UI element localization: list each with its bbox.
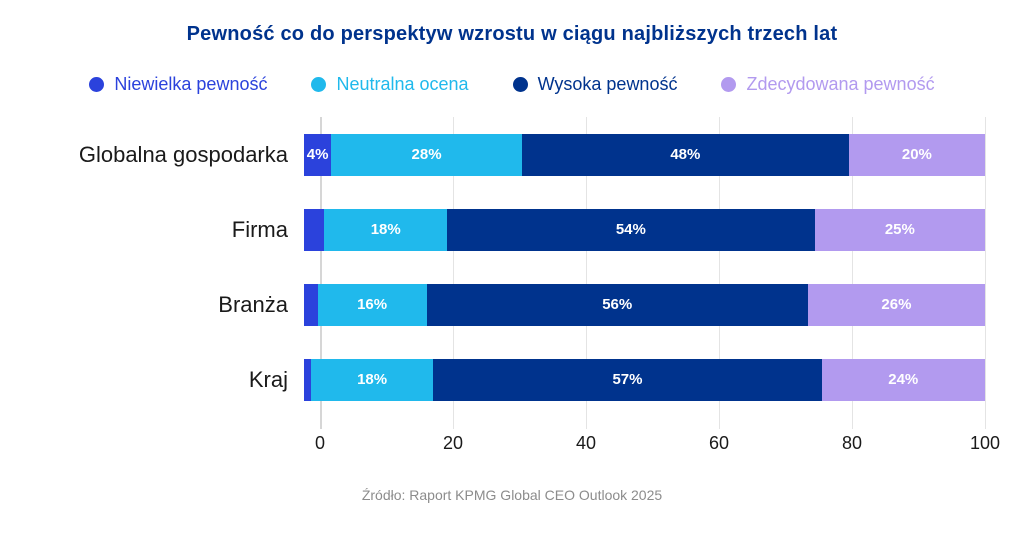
bar-row: Branża 16% 56% 26% [0,267,1024,342]
gridline [453,117,454,429]
bar-segment: 54% [447,208,815,251]
legend-dot-icon [512,76,528,92]
gridline [719,117,720,429]
legend-item: Wysoka pewność [512,74,678,94]
chart-title: Pewność co do perspektyw wzrostu w ciągu… [186,23,838,45]
bar-rows: Globalna gospodarka 4% 28% 48% 20% Firma 18% 54… [0,117,1024,417]
segment-value-label: 56% [602,296,633,313]
bar-segment: 18% [310,358,434,401]
bar-segment [304,358,311,401]
gridline [586,117,587,429]
x-axis-tick-label: 100 [969,433,1001,453]
legend-item: Zdecydowana pewność [721,74,935,94]
x-axis-tick-label: 20 [442,433,464,453]
segment-value-label: 18% [357,371,388,388]
x-axis-tick-label: 80 [841,433,863,453]
x-axis: 0 20 40 60 80 100 [315,433,1000,459]
segment-value-label: 4% [306,146,329,163]
legend-dot-icon [721,76,737,92]
bar-segment: 28% [331,133,522,176]
plot-area: Globalna gospodarka 4% 28% 48% 20% Firma 18% 54… [0,117,1024,429]
bar-segment: 57% [433,358,822,401]
bar-segment: 56% [426,283,808,326]
segment-value-label: 57% [612,371,643,388]
gridline [320,117,322,429]
category-label: Kraj [248,366,288,392]
x-axis-tick-label: 40 [575,433,597,453]
chart-legend: Niewielka pewność Neutralna ocena Wysoka p… [0,75,1024,93]
bar-row: Firma 18% 54% 25% [0,192,1024,267]
stacked-bar: 16% 56% 26% [304,283,985,326]
legend-item: Neutralna ocena [311,74,469,94]
gridline [852,117,853,429]
legend-dot-icon [311,76,327,92]
bar-row: Kraj 18% 57% 24% [0,342,1024,417]
stacked-bar: 18% 54% 25% [304,208,985,251]
segment-value-label: 54% [615,221,646,238]
bar-segment: 25% [814,208,985,251]
gridline [985,117,986,429]
x-axis-tick-label: 60 [708,433,730,453]
segment-value-label: 20% [901,146,932,163]
legend-dot-icon [89,76,105,92]
bar-row: Globalna gospodarka 4% 28% 48% 20% [0,117,1024,192]
bar-segment [304,208,325,251]
source-caption: Źródło: Raport KPMG Global CEO Outlook 2… [361,487,663,503]
bar-segment [304,283,318,326]
segment-value-label: 24% [888,371,919,388]
legend-label: Niewielka pewność [114,74,268,94]
stacked-bar: 18% 57% 24% [304,358,985,401]
legend-item: Niewielka pewność [89,75,267,93]
bar-segment: 26% [807,283,985,326]
segment-value-label: 48% [670,146,701,163]
bar-segment: 18% [324,208,447,251]
bar-segment: 24% [821,358,985,401]
legend-label: Zdecydowana pewność [746,74,935,94]
segment-value-label: 16% [357,296,388,313]
segment-value-label: 25% [884,221,915,238]
bar-segment: 4% [304,133,332,176]
category-label: Globalna gospodarka [78,141,288,167]
segment-value-label: 18% [370,221,401,238]
bar-segment: 48% [521,133,849,176]
segment-value-label: 28% [411,146,442,163]
legend-label: Neutralna ocena [336,74,469,94]
bar-segment: 16% [317,283,427,326]
segment-value-label: 26% [881,296,912,313]
gridline-layer [320,117,986,429]
bar-segment: 20% [848,133,985,176]
category-label: Branża [218,291,288,317]
category-label: Firma [231,216,288,242]
stacked-bar: 4% 28% 48% 20% [304,133,985,176]
legend-label: Wysoka pewność [537,74,678,94]
x-axis-tick-label: 0 [314,433,326,453]
